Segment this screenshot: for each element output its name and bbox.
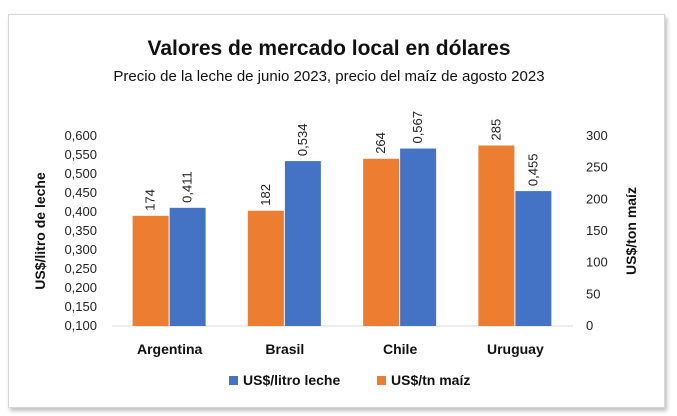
bar-leche-uruguay (515, 191, 552, 326)
left-tick-label: 0,100 (64, 318, 97, 333)
bar-maiz-argentina (132, 215, 169, 326)
data-label: 0,455 (525, 154, 540, 187)
bar-leche-argentina (169, 207, 206, 326)
category-label-chile: Chile (383, 341, 417, 357)
right-axis-title: US$/ton maíz (623, 187, 639, 275)
left-tick-label: 0,250 (64, 261, 97, 276)
legend-label: US$/tn maíz (391, 372, 470, 388)
left-tick-label: 0,150 (64, 299, 97, 314)
right-tick-label: 0 (586, 318, 593, 333)
category-label-uruguay: Uruguay (487, 341, 544, 357)
left-tick-label: 0,550 (64, 147, 97, 162)
left-tick-label: 0,500 (64, 166, 97, 181)
bar-leche-chile (400, 148, 437, 326)
legend-swatch (377, 376, 386, 385)
data-labels-group: 174 0,411 182 0,534 264 0,567 285 0,455 (143, 111, 541, 211)
left-tick-label: 0,400 (64, 204, 97, 219)
bar-maiz-brasil (247, 210, 284, 326)
category-labels-group: Argentina Brasil Chile Uruguay (137, 341, 544, 357)
right-tick-label: 100 (586, 255, 608, 270)
legend-label: US$/litro leche (243, 372, 340, 388)
chart-frame: Valores de mercado local en dólares Prec… (8, 14, 665, 408)
data-label: 0,567 (410, 111, 425, 144)
data-label: 174 (143, 189, 158, 211)
left-tick-label: 0,450 (64, 185, 97, 200)
right-tick-label: 200 (586, 191, 608, 206)
data-label: 0,534 (295, 124, 310, 157)
data-label: 264 (373, 132, 388, 154)
right-tick-label: 300 (586, 128, 608, 143)
category-label-argentina: Argentina (137, 341, 203, 357)
bar-leche-brasil (284, 161, 321, 326)
left-axis-title: US$/litro de leche (32, 172, 48, 290)
left-tick-label: 0,600 (64, 128, 97, 143)
category-label-brasil: Brasil (265, 341, 304, 357)
right-tick-label: 50 (586, 286, 600, 301)
bar-maiz-uruguay (478, 145, 515, 326)
legend-swatch (229, 376, 238, 385)
chart-subtitle: Precio de la leche de junio 2023, precio… (113, 68, 544, 85)
data-label: 0,411 (180, 171, 195, 203)
right-tick-label: 150 (586, 223, 608, 238)
right-axis-ticks: 0 50 100 150 200 250 300 (586, 128, 608, 333)
data-label: 285 (488, 119, 503, 141)
chart-title: Valores de mercado local en dólares (148, 37, 511, 60)
data-label: 182 (258, 184, 273, 206)
left-tick-label: 0,200 (64, 280, 97, 295)
bar-maiz-chile (363, 158, 400, 326)
left-tick-label: 0,350 (64, 223, 97, 238)
chart-svg: Valores de mercado local en dólares Prec… (32, 37, 639, 388)
legend: US$/litro leche US$/tn maíz (229, 372, 470, 388)
right-tick-label: 250 (586, 160, 608, 175)
left-axis-ticks: 0,100 0,150 0,200 0,250 0,300 0,350 0,400 0,450… (64, 128, 97, 333)
left-tick-label: 0,300 (64, 242, 97, 257)
bars-group (132, 145, 552, 326)
